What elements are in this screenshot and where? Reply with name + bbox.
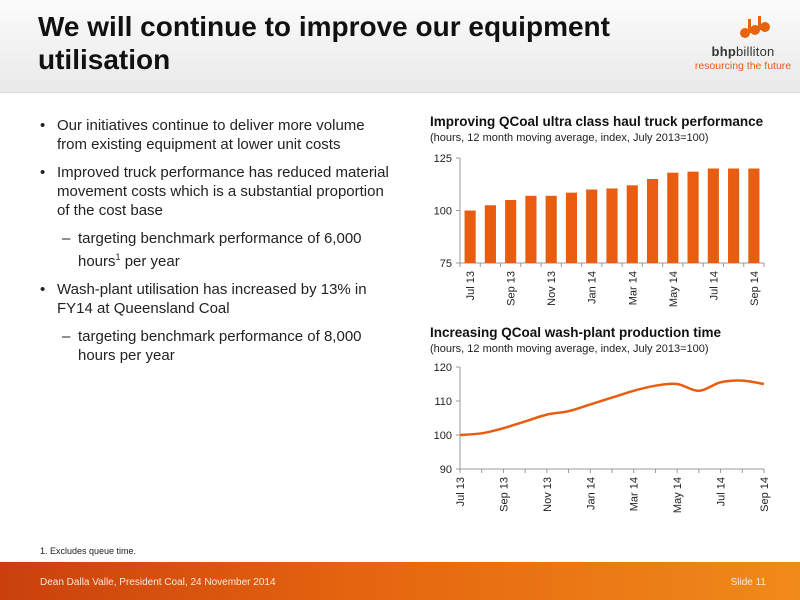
x-tick-label: Jul 13 <box>465 271 477 300</box>
bar <box>687 171 699 263</box>
bar <box>707 168 719 263</box>
chart-1-subtitle: (hours, 12 month moving average, index, … <box>430 132 709 144</box>
logo-tagline: resourcing the future <box>694 60 792 72</box>
x-tick-label: May 14 <box>668 271 680 307</box>
x-tick-label: Sep 13 <box>498 477 510 512</box>
series-line <box>459 379 765 437</box>
x-tick-label: Nov 13 <box>546 271 558 306</box>
y-tick-label: 90 <box>440 464 452 476</box>
bullet-3-sub: – targeting benchmark performance of 8,00… <box>62 328 362 364</box>
bullet-3: Wash-plant utilisation has increased by … <box>40 280 390 318</box>
chart-2-title: Increasing QCoal wash-plant production t… <box>430 325 722 340</box>
chart-1-title: Improving QCoal ultra class haul truck p… <box>430 114 764 129</box>
bar <box>505 200 517 263</box>
x-tick-label: Mar 14 <box>627 271 639 305</box>
bar <box>586 189 598 263</box>
bullet-1: Our initiatives continue to deliver more… <box>40 116 390 154</box>
bullet-2: Improved truck performance has reduced m… <box>40 163 390 220</box>
footer-presenter: Dean Dalla Valle, President Coal, 24 Nov… <box>40 577 276 588</box>
y-tick-label: 100 <box>434 206 452 218</box>
bar <box>646 179 659 263</box>
x-tick-label: Sep 14 <box>749 271 761 306</box>
bullet-list: Our initiatives continue to deliver more… <box>40 116 390 374</box>
y-tick-label: 100 <box>434 430 452 442</box>
bar <box>565 192 578 263</box>
footnote: 1. Excludes queue time. <box>40 546 137 556</box>
bar <box>606 188 618 263</box>
slide-footer: Dean Dalla Valle, President Coal, 24 Nov… <box>0 562 800 600</box>
bar <box>667 172 679 263</box>
chart-2-subtitle: (hours, 12 month moving average, index, … <box>430 343 709 355</box>
y-tick-label: 120 <box>434 362 452 374</box>
slide-number: Slide 11 <box>730 577 766 588</box>
slide-title: We will continue to improve our equipmen… <box>38 11 610 75</box>
bar <box>748 168 760 263</box>
x-tick-label: Sep 13 <box>506 271 518 306</box>
slide-header: We will continue to improve our equipmen… <box>0 0 800 93</box>
logo-mark-icon <box>740 16 770 38</box>
bullet-2-sub: – targeting benchmark performance of 6,00… <box>62 230 362 270</box>
bar <box>525 195 537 263</box>
x-tick-label: Jan 14 <box>585 477 597 510</box>
x-tick-label: Jul 13 <box>455 477 467 506</box>
x-tick-label: Jul 14 <box>716 477 728 506</box>
x-tick-label: Jul 14 <box>708 271 720 300</box>
bar <box>545 195 557 263</box>
bar <box>484 205 496 263</box>
x-tick-label: Nov 13 <box>542 477 554 512</box>
x-tick-label: May 14 <box>672 477 684 513</box>
y-tick-label: 110 <box>434 396 452 408</box>
x-tick-label: Mar 14 <box>629 477 641 511</box>
x-tick-label: Sep 14 <box>759 477 771 512</box>
bar <box>626 185 638 263</box>
y-tick-label: 125 <box>434 153 452 165</box>
bar <box>728 168 740 263</box>
x-tick-label: Jan 14 <box>587 271 599 304</box>
bar <box>464 210 476 263</box>
logo-brand: bhpbilliton <box>711 44 775 59</box>
y-tick-label: 75 <box>440 258 452 270</box>
company-logo: bhpbilliton resourcing the future <box>693 14 793 84</box>
